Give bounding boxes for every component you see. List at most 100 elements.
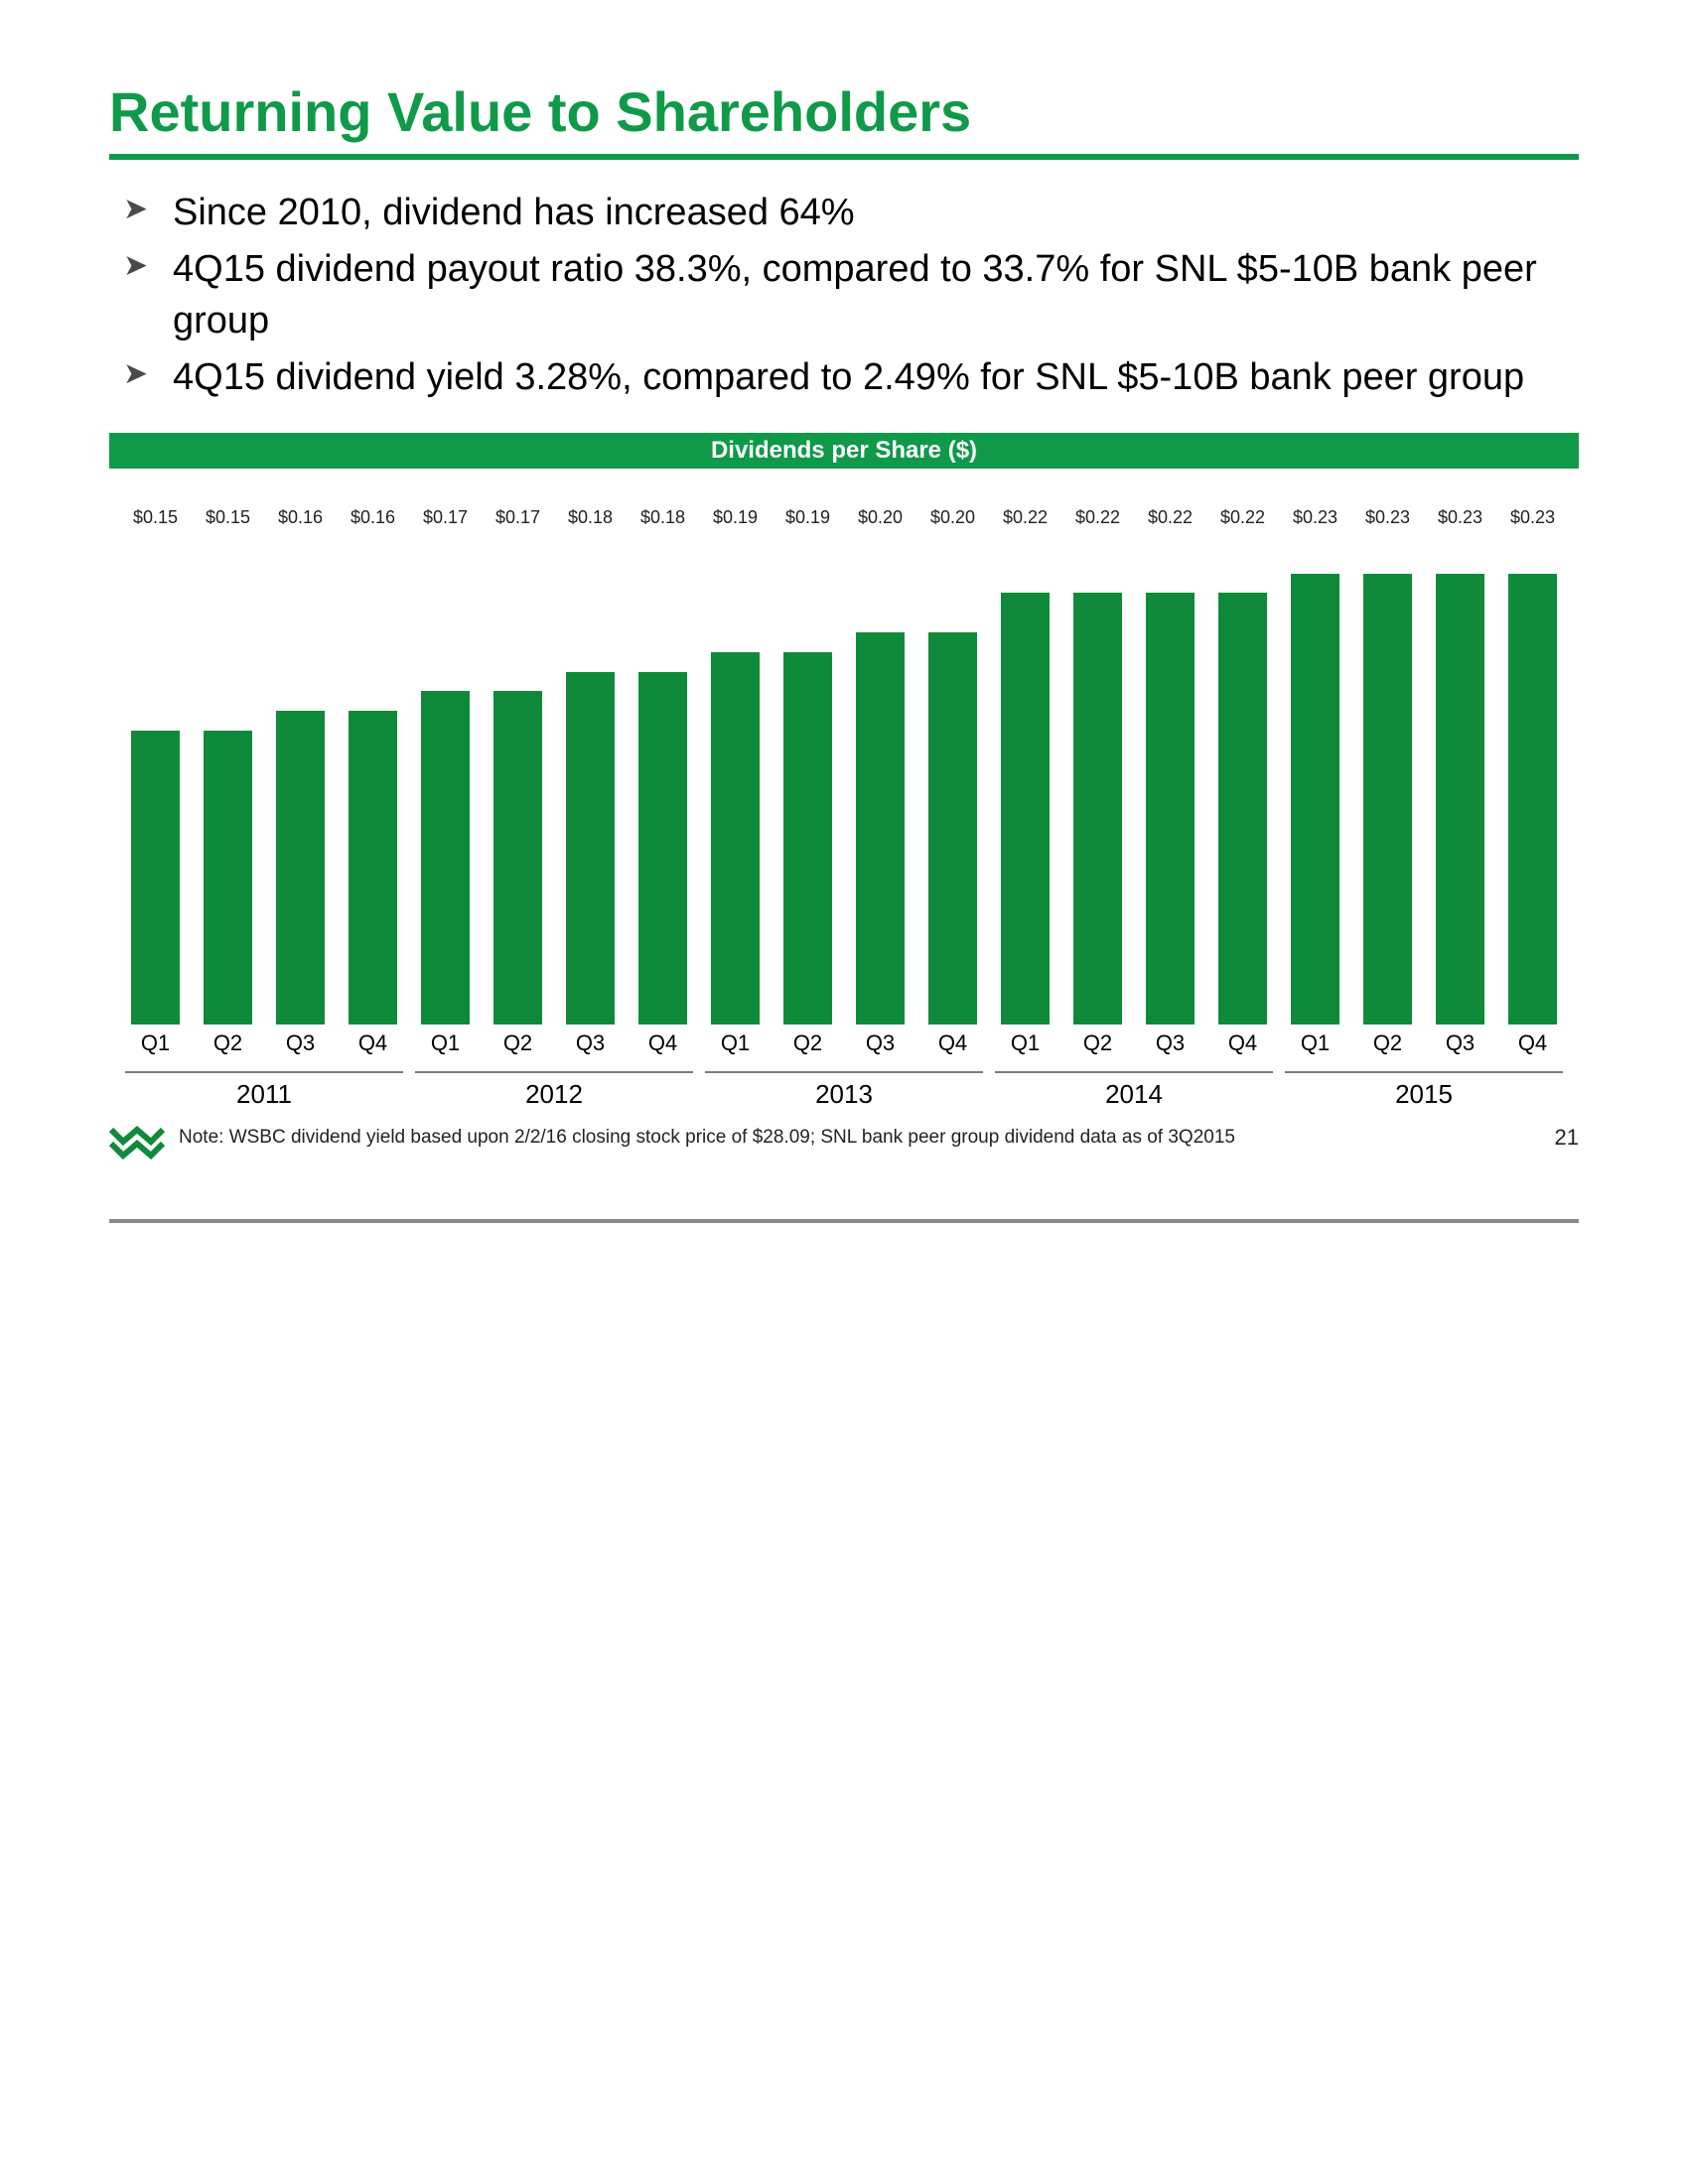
- bottom-rule: [109, 1219, 1579, 1223]
- bar: [131, 731, 181, 1024]
- bar-value-label: $0.18: [568, 507, 613, 528]
- x-quarter-label: Q2: [1061, 1030, 1134, 1056]
- x-quarter-label: Q4: [1496, 1030, 1569, 1056]
- bar-value-label: $0.17: [495, 507, 540, 528]
- bar-column: $0.15: [119, 534, 192, 1024]
- bar-value-label: $0.16: [351, 507, 395, 528]
- bar-column: $0.22: [1206, 534, 1279, 1024]
- x-quarter-label: Q3: [554, 1030, 627, 1056]
- bar-year-group: $0.19$0.19$0.20$0.20: [699, 534, 989, 1024]
- x-year-label: 2015: [1279, 1071, 1569, 1110]
- bullet-list: Since 2010, dividend has increased 64% 4…: [117, 188, 1579, 403]
- bar-value-label: $0.17: [423, 507, 468, 528]
- bar-column: $0.16: [264, 534, 337, 1024]
- bar-value-label: $0.23: [1438, 507, 1482, 528]
- x-year-label: 2011: [119, 1071, 409, 1110]
- bar-year-group: $0.22$0.22$0.22$0.22: [989, 534, 1279, 1024]
- bar: [1073, 593, 1123, 1024]
- x-quarter-label: Q1: [409, 1030, 482, 1056]
- bar-value-label: $0.23: [1365, 507, 1410, 528]
- x-quarter-label: Q2: [1351, 1030, 1424, 1056]
- bar: [276, 711, 326, 1024]
- bullet-item: Since 2010, dividend has increased 64%: [117, 188, 1579, 238]
- chart-title: Dividends per Share ($): [109, 433, 1579, 469]
- company-logo-icon: [109, 1116, 165, 1160]
- bar-column: $0.19: [699, 534, 772, 1024]
- bar: [1508, 574, 1558, 1024]
- bar-column: $0.22: [1061, 534, 1134, 1024]
- bar-column: $0.20: [916, 534, 989, 1024]
- bar-value-label: $0.20: [930, 507, 975, 528]
- bar: [1218, 593, 1268, 1024]
- bar: [1146, 593, 1196, 1024]
- page-number: 21: [1539, 1125, 1579, 1151]
- bar: [856, 632, 906, 1024]
- bar-column: $0.20: [844, 534, 916, 1024]
- bar-value-label: $0.16: [278, 507, 323, 528]
- bar-value-label: $0.22: [1075, 507, 1120, 528]
- note-row: Note: WSBC dividend yield based upon 2/2…: [109, 1116, 1579, 1160]
- bar: [349, 711, 398, 1024]
- x-quarter-label: Q2: [772, 1030, 844, 1056]
- bar-value-label: $0.15: [206, 507, 250, 528]
- x-quarter-label: Q2: [482, 1030, 554, 1056]
- bar-column: $0.18: [627, 534, 699, 1024]
- dividends-bar-chart: $0.15$0.15$0.16$0.16$0.17$0.17$0.18$0.18…: [109, 475, 1579, 1110]
- bar-value-label: $0.15: [133, 507, 178, 528]
- x-quarter-label: Q4: [1206, 1030, 1279, 1056]
- x-quarter-label: Q1: [699, 1030, 772, 1056]
- bar: [566, 672, 616, 1025]
- bar-column: $0.23: [1424, 534, 1496, 1024]
- x-quarter-label: Q3: [1134, 1030, 1206, 1056]
- bar-value-label: $0.22: [1003, 507, 1048, 528]
- footnote: Note: WSBC dividend yield based upon 2/2…: [179, 1127, 1525, 1149]
- bar: [493, 691, 543, 1024]
- bar: [638, 672, 688, 1025]
- x-quarter-label: Q1: [119, 1030, 192, 1056]
- x-quarter-label: Q3: [1424, 1030, 1496, 1056]
- bar: [711, 652, 761, 1024]
- x-year-label: 2013: [699, 1071, 989, 1110]
- bar: [204, 731, 253, 1024]
- x-year-label: 2014: [989, 1071, 1279, 1110]
- x-quarter-label: Q2: [192, 1030, 264, 1056]
- bar-value-label: $0.18: [640, 507, 685, 528]
- bar-value-label: $0.22: [1220, 507, 1265, 528]
- bar-year-group: $0.23$0.23$0.23$0.23: [1279, 534, 1569, 1024]
- bar: [928, 632, 978, 1024]
- bar-column: $0.16: [337, 534, 409, 1024]
- x-quarter-label: Q3: [844, 1030, 916, 1056]
- bar-column: $0.17: [409, 534, 482, 1024]
- bullet-item: 4Q15 dividend yield 3.28%, compared to 2…: [117, 352, 1579, 403]
- x-quarter-label: Q3: [264, 1030, 337, 1056]
- bar-value-label: $0.23: [1510, 507, 1555, 528]
- bar-column: $0.15: [192, 534, 264, 1024]
- bar-value-label: $0.19: [785, 507, 830, 528]
- bar: [1001, 593, 1051, 1024]
- bar-column: $0.22: [1134, 534, 1206, 1024]
- bar-value-label: $0.23: [1293, 507, 1337, 528]
- slide: Returning Value to Shareholders Since 20…: [0, 0, 1688, 1160]
- bar: [1291, 574, 1340, 1024]
- x-quarter-label: Q1: [1279, 1030, 1351, 1056]
- bar: [421, 691, 471, 1024]
- bar-value-label: $0.19: [713, 507, 758, 528]
- x-quarter-label: Q4: [337, 1030, 409, 1056]
- bar-column: $0.23: [1351, 534, 1424, 1024]
- bar-year-group: $0.15$0.15$0.16$0.16: [119, 534, 409, 1024]
- bar: [783, 652, 833, 1024]
- bar-year-group: $0.17$0.17$0.18$0.18: [409, 534, 699, 1024]
- bar-column: $0.19: [772, 534, 844, 1024]
- title-rule: [109, 154, 1579, 160]
- bar-column: $0.22: [989, 534, 1061, 1024]
- x-quarter-label: Q1: [989, 1030, 1061, 1056]
- bar-column: $0.17: [482, 534, 554, 1024]
- bar-value-label: $0.22: [1148, 507, 1193, 528]
- x-year-label: 2012: [409, 1071, 699, 1110]
- x-quarter-label: Q4: [916, 1030, 989, 1056]
- bar: [1436, 574, 1485, 1024]
- x-quarter-label: Q4: [627, 1030, 699, 1056]
- bar-column: $0.18: [554, 534, 627, 1024]
- page-title: Returning Value to Shareholders: [109, 79, 1579, 144]
- bar-column: $0.23: [1279, 534, 1351, 1024]
